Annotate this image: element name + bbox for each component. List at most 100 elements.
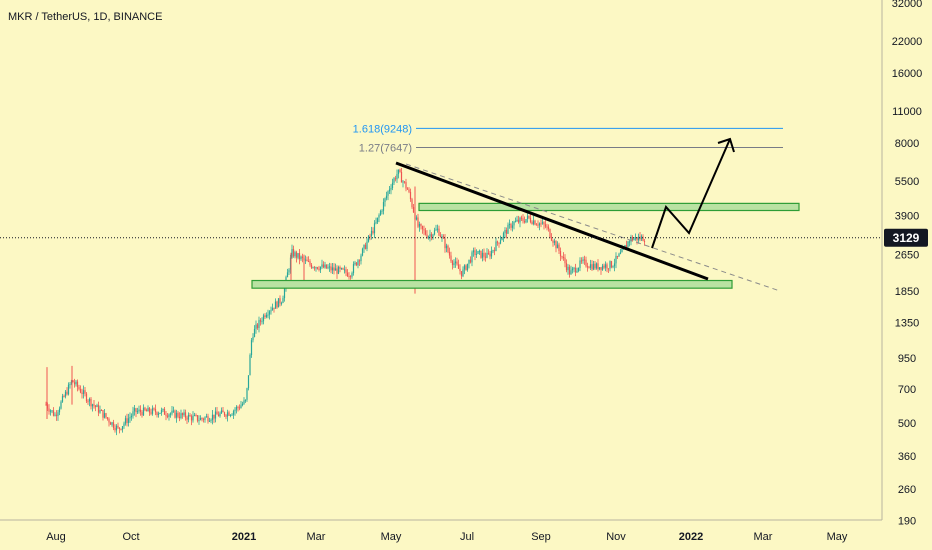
candle-body: [91, 404, 94, 407]
candle-body: [63, 396, 65, 398]
candle-body: [469, 259, 472, 263]
candle-body: [580, 260, 583, 262]
candle-body: [138, 409, 140, 412]
descending-trendline[interactable]: [395, 161, 709, 281]
candle-body: [426, 234, 428, 238]
candle-body: [216, 411, 218, 415]
candle-body: [385, 195, 388, 199]
candle-body: [472, 250, 475, 253]
candle-body: [459, 268, 461, 272]
candle-body: [448, 251, 451, 256]
candle-body: [502, 232, 505, 238]
candle-body: [613, 263, 616, 267]
candle-body: [489, 253, 491, 257]
candle-body: [220, 410, 223, 414]
candle-body: [495, 241, 497, 251]
candle-body: [174, 410, 176, 418]
price-tick-label: 1850: [895, 286, 919, 298]
candle-body: [201, 418, 203, 420]
candle-body: [391, 182, 394, 188]
candle-body: [198, 420, 200, 422]
candle-body: [567, 266, 569, 271]
candle-body: [100, 409, 103, 411]
candle-body: [190, 416, 193, 421]
candle-body: [438, 228, 440, 236]
support-zone[interactable]: [251, 279, 733, 289]
candle-body: [363, 244, 365, 249]
candle-body: [523, 220, 526, 223]
candle-body: [543, 222, 545, 225]
candle-body: [340, 268, 343, 270]
candle-body: [556, 244, 559, 249]
candle-body: [322, 264, 325, 268]
candle-body: [318, 268, 320, 270]
candle-body: [348, 276, 350, 278]
candle-body: [118, 427, 121, 429]
candle-body: [126, 418, 128, 423]
candle-body: [130, 415, 133, 418]
candle-body: [480, 250, 482, 258]
candle-body: [477, 250, 479, 254]
candle-body: [255, 324, 257, 329]
candle-body: [327, 267, 329, 269]
candle-body: [475, 253, 478, 255]
candle-body: [213, 414, 215, 419]
candle-body: [399, 169, 401, 172]
candle-body: [172, 410, 175, 412]
candle-body: [156, 412, 158, 415]
candle-body: [417, 217, 419, 227]
candle-body: [364, 244, 367, 249]
candle-body: [199, 418, 202, 421]
candle-body: [603, 265, 605, 268]
candle-body: [373, 223, 376, 234]
candle-body: [531, 221, 533, 224]
candle-body: [442, 236, 445, 239]
candle-body: [160, 409, 163, 413]
candle-body: [625, 245, 628, 248]
dashed-trendline[interactable]: [405, 163, 781, 292]
candle-body: [450, 255, 452, 262]
candle-body: [328, 266, 331, 268]
candle-body: [457, 264, 460, 269]
projection-path[interactable]: [651, 138, 731, 249]
candle-body: [508, 223, 511, 225]
candle-body: [84, 390, 86, 394]
candle-body: [429, 234, 431, 237]
candle-body: [279, 298, 281, 304]
candle-body: [292, 248, 295, 257]
resistance-zone[interactable]: [418, 202, 800, 212]
candle-body: [453, 263, 455, 266]
candle-body: [55, 414, 58, 416]
candle-body: [256, 324, 259, 328]
candle-body: [478, 250, 481, 252]
candle-body: [271, 307, 274, 311]
candle-body: [570, 270, 572, 275]
candle-body: [597, 263, 599, 270]
candle-body: [310, 264, 313, 268]
candle-body: [540, 223, 542, 225]
candle-body: [615, 255, 617, 264]
candle-body: [400, 171, 403, 183]
candle-body: [66, 391, 68, 395]
candle-body: [589, 264, 592, 268]
candle-body: [510, 223, 512, 228]
candle-body: [309, 261, 311, 265]
candle-body: [204, 417, 206, 420]
candle-body: [412, 207, 415, 213]
price-tick-label: 1350: [895, 318, 919, 330]
candle-body: [117, 425, 119, 428]
candle-body: [345, 269, 347, 273]
time-tick-label: Mar: [307, 531, 326, 543]
candle-body: [526, 215, 529, 220]
price-tick-label: 950: [898, 353, 916, 365]
candle-body: [516, 219, 518, 222]
candle-body: [333, 267, 335, 271]
candle-body: [406, 188, 409, 190]
candle-body: [297, 253, 299, 258]
candle-body: [514, 221, 517, 223]
price-tick-label: 32000: [892, 0, 923, 10]
candle-body: [336, 268, 338, 274]
current-price-badge: [884, 228, 928, 247]
candle-body: [316, 267, 319, 269]
